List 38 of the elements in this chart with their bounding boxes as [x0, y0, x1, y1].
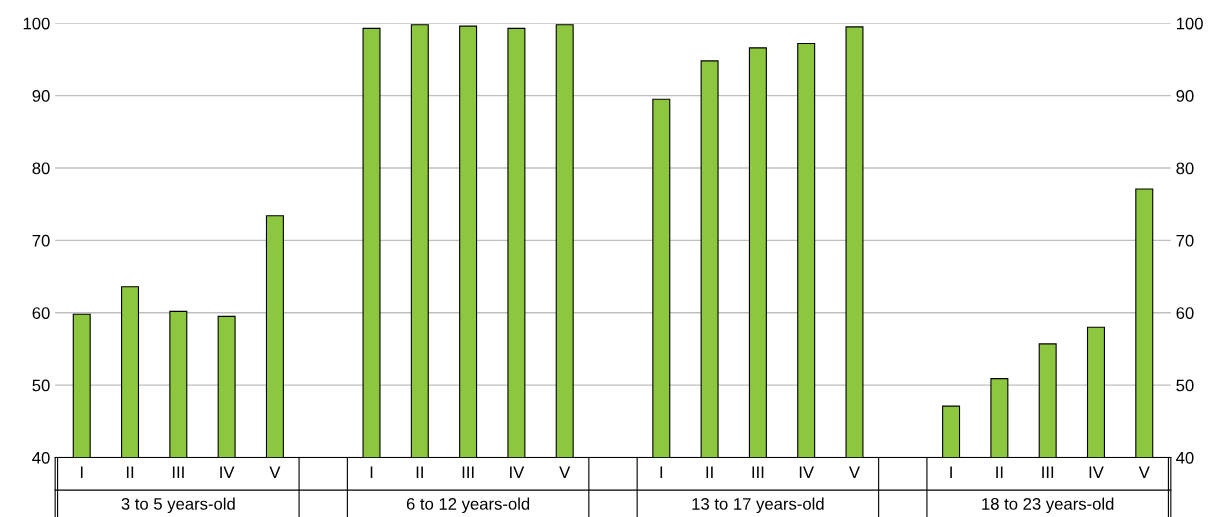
- y2-tick-label: 100: [1176, 17, 1203, 30]
- text: 18 to 23 years-old: [982, 497, 1114, 514]
- x-tick-label: I: [660, 466, 663, 478]
- y-tick-label: 60: [32, 307, 50, 319]
- x-tick-label: II: [416, 466, 423, 478]
- x-tick-label: III: [752, 466, 764, 478]
- y-tick-label: 80: [32, 162, 50, 175]
- text: 13 to 17 years-old: [692, 497, 824, 514]
- x-tick-label: II: [996, 466, 1003, 478]
- x-tick-label: I: [80, 466, 83, 478]
- x-tick-label: V: [269, 466, 281, 478]
- y2-tick-label: 60: [1176, 307, 1194, 319]
- y2-tick-label: 50: [1176, 379, 1194, 392]
- y-tick-label: 90: [32, 90, 50, 102]
- x-tick-label: V: [849, 466, 860, 478]
- y-tick-label: 40: [32, 451, 50, 464]
- x-tick-label: II: [706, 466, 713, 478]
- y-tick-label: 50: [32, 379, 50, 392]
- y2-tick-label: 80: [1176, 162, 1194, 175]
- x-tick-label: V: [1138, 466, 1150, 478]
- x-tick-label: III: [1042, 466, 1054, 478]
- x-tick-label: II: [126, 466, 134, 478]
- x-tick-label: IV: [510, 466, 525, 478]
- x-tick-label: IV: [220, 466, 235, 478]
- y2-tick-label: 40: [1176, 451, 1194, 464]
- text: 3 to 5 years-old: [121, 497, 235, 514]
- y2-tick-label: 90: [1176, 90, 1194, 102]
- x-tick-label: III: [172, 466, 184, 478]
- x-tick-label: IV: [799, 466, 814, 478]
- x-tick-label: I: [370, 466, 373, 478]
- x-tick-label: V: [559, 466, 571, 478]
- y-tick-label: 70: [32, 234, 50, 247]
- y2-tick-label: 70: [1176, 234, 1194, 247]
- text: 6 to 12 years-old: [406, 497, 530, 514]
- x-tick-label: IV: [1089, 466, 1104, 478]
- x-tick-label: III: [462, 466, 474, 478]
- x-tick-label: I: [950, 466, 952, 478]
- y-tick-label: 100: [23, 17, 50, 30]
